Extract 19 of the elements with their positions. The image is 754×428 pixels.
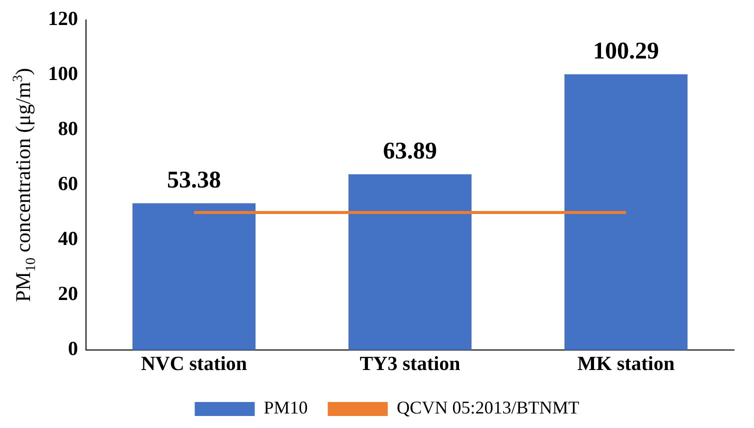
y-tick-label: 40 [58,228,78,250]
bar [564,74,688,350]
x-tick-label: TY3 station [360,353,460,376]
y-tick-label: 60 [58,173,78,196]
data-label: 100.29 [593,38,659,64]
y-tick-label: 0 [68,338,78,360]
y-axis-title: PM10 concentration (μg/m3) [11,68,39,302]
y-tick-label: 20 [58,283,78,306]
y-tick-label: 100 [48,63,78,86]
legend-label: PM10 [264,398,308,418]
y-tick-label: 120 [48,8,78,30]
x-tick-label: MK station [577,353,675,376]
x-tick-label: NVC station [140,353,248,376]
bar [348,174,472,350]
legend-label: QCVN 05:2013/BTNMT [396,398,580,418]
bar [132,203,256,350]
y-tick-label: 80 [58,118,78,140]
data-label: 63.89 [383,138,437,165]
data-label: 53.38 [167,167,221,194]
